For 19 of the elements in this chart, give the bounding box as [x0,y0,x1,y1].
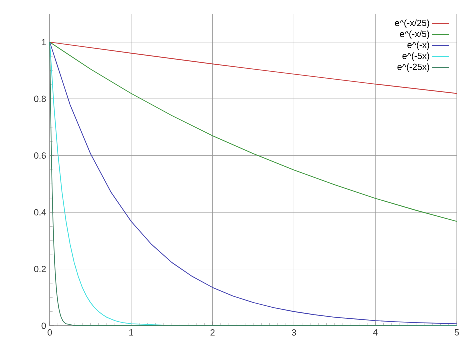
x-tick-label: 5 [454,330,460,336]
line-series [50,42,458,222]
x-tick-label: 2 [210,330,215,336]
x-tick-label: 3 [292,330,296,336]
legend-label: e^(-5x) [402,52,430,62]
line-series [50,42,458,94]
y-tick-label: 0 [42,322,46,330]
x-tick-label: 4 [373,330,378,336]
legend-label: e^(-25x) [398,64,430,72]
y-tick-label: 1 [42,39,46,46]
y-tick-label: 0.8 [34,96,46,102]
y-tick-label: 0.2 [34,266,46,272]
legend-label: e^(-x/5) [400,30,430,40]
legend-label: e^(-x) [408,42,430,50]
y-tick-label: 0.4 [34,209,46,216]
x-tick-label: 1 [130,330,134,336]
legend-label: e^(-x/25) [395,20,430,28]
y-tick-label: 0.6 [34,152,46,159]
x-tick-label: 0 [48,330,52,336]
